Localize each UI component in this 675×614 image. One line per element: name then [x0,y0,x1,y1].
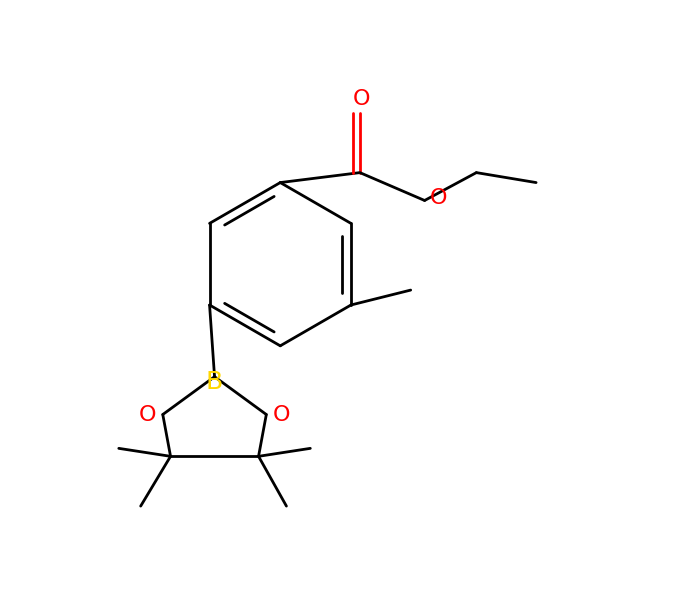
Text: O: O [139,405,157,424]
Text: O: O [430,188,448,209]
Text: O: O [353,89,371,109]
Text: O: O [273,405,290,424]
Text: B: B [206,370,223,394]
